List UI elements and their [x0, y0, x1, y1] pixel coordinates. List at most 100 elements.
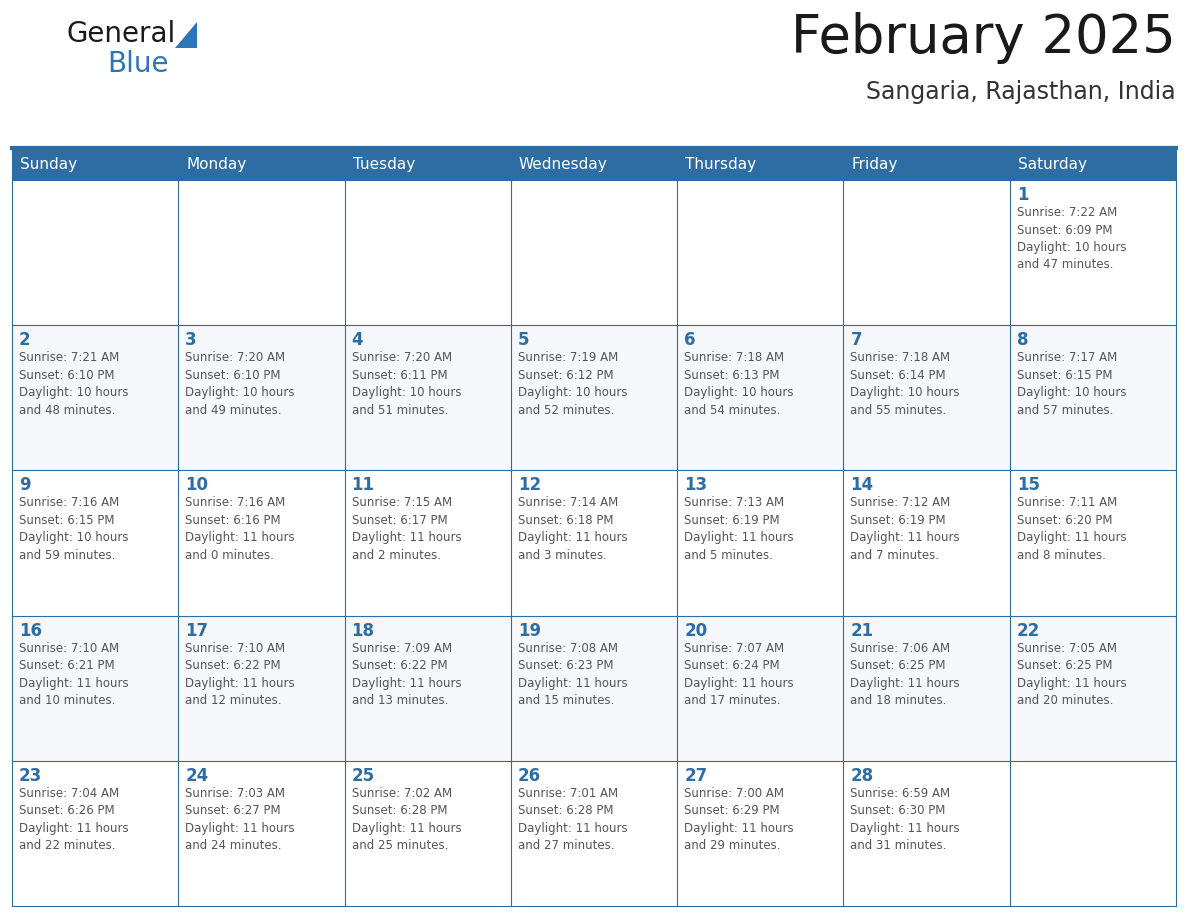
- Text: Sunrise: 7:16 AM
Sunset: 6:16 PM
Daylight: 11 hours
and 0 minutes.: Sunrise: 7:16 AM Sunset: 6:16 PM Dayligh…: [185, 497, 295, 562]
- Text: 16: 16: [19, 621, 42, 640]
- Bar: [511, 325, 677, 470]
- Text: Sunrise: 7:03 AM
Sunset: 6:27 PM
Daylight: 11 hours
and 24 minutes.: Sunrise: 7:03 AM Sunset: 6:27 PM Dayligh…: [185, 787, 295, 852]
- Bar: [677, 761, 843, 906]
- Text: 21: 21: [851, 621, 873, 640]
- Bar: [345, 470, 511, 616]
- Text: 18: 18: [352, 621, 374, 640]
- Text: 15: 15: [1017, 476, 1040, 495]
- Text: Sunrise: 7:13 AM
Sunset: 6:19 PM
Daylight: 11 hours
and 5 minutes.: Sunrise: 7:13 AM Sunset: 6:19 PM Dayligh…: [684, 497, 794, 562]
- Bar: [843, 470, 1010, 616]
- Text: 1: 1: [1017, 186, 1029, 204]
- Text: 20: 20: [684, 621, 707, 640]
- Text: 23: 23: [19, 767, 43, 785]
- Text: Sunrise: 7:09 AM
Sunset: 6:22 PM
Daylight: 11 hours
and 13 minutes.: Sunrise: 7:09 AM Sunset: 6:22 PM Dayligh…: [352, 642, 461, 707]
- Text: 9: 9: [19, 476, 31, 495]
- Text: Sunrise: 7:14 AM
Sunset: 6:18 PM
Daylight: 11 hours
and 3 minutes.: Sunrise: 7:14 AM Sunset: 6:18 PM Dayligh…: [518, 497, 627, 562]
- Bar: [843, 616, 1010, 761]
- Text: Friday: Friday: [852, 156, 898, 172]
- Text: Sunrise: 7:04 AM
Sunset: 6:26 PM
Daylight: 11 hours
and 22 minutes.: Sunrise: 7:04 AM Sunset: 6:26 PM Dayligh…: [19, 787, 128, 852]
- Bar: [345, 616, 511, 761]
- Text: Sunrise: 7:20 AM
Sunset: 6:10 PM
Daylight: 10 hours
and 49 minutes.: Sunrise: 7:20 AM Sunset: 6:10 PM Dayligh…: [185, 352, 295, 417]
- Text: Sunrise: 7:21 AM
Sunset: 6:10 PM
Daylight: 10 hours
and 48 minutes.: Sunrise: 7:21 AM Sunset: 6:10 PM Dayligh…: [19, 352, 128, 417]
- Bar: [12, 180, 178, 325]
- Text: 25: 25: [352, 767, 374, 785]
- Bar: [1010, 470, 1176, 616]
- Bar: [178, 761, 345, 906]
- Text: Sunrise: 7:15 AM
Sunset: 6:17 PM
Daylight: 11 hours
and 2 minutes.: Sunrise: 7:15 AM Sunset: 6:17 PM Dayligh…: [352, 497, 461, 562]
- Text: 17: 17: [185, 621, 208, 640]
- Bar: [1010, 616, 1176, 761]
- Text: Sunrise: 7:22 AM
Sunset: 6:09 PM
Daylight: 10 hours
and 47 minutes.: Sunrise: 7:22 AM Sunset: 6:09 PM Dayligh…: [1017, 206, 1126, 272]
- Text: Sunrise: 6:59 AM
Sunset: 6:30 PM
Daylight: 11 hours
and 31 minutes.: Sunrise: 6:59 AM Sunset: 6:30 PM Dayligh…: [851, 787, 960, 852]
- Bar: [511, 148, 677, 180]
- Text: 8: 8: [1017, 331, 1029, 349]
- Text: 28: 28: [851, 767, 873, 785]
- Text: Sunrise: 7:07 AM
Sunset: 6:24 PM
Daylight: 11 hours
and 17 minutes.: Sunrise: 7:07 AM Sunset: 6:24 PM Dayligh…: [684, 642, 794, 707]
- Text: Sangaria, Rajasthan, India: Sangaria, Rajasthan, India: [866, 80, 1176, 104]
- Bar: [677, 616, 843, 761]
- Text: Sunrise: 7:17 AM
Sunset: 6:15 PM
Daylight: 10 hours
and 57 minutes.: Sunrise: 7:17 AM Sunset: 6:15 PM Dayligh…: [1017, 352, 1126, 417]
- Bar: [12, 148, 178, 180]
- Text: General: General: [67, 20, 176, 48]
- Bar: [677, 325, 843, 470]
- Bar: [1010, 148, 1176, 180]
- Bar: [345, 761, 511, 906]
- Text: February 2025: February 2025: [791, 12, 1176, 64]
- Text: Saturday: Saturday: [1018, 156, 1087, 172]
- Bar: [178, 470, 345, 616]
- Text: 12: 12: [518, 476, 541, 495]
- Text: Sunrise: 7:05 AM
Sunset: 6:25 PM
Daylight: 11 hours
and 20 minutes.: Sunrise: 7:05 AM Sunset: 6:25 PM Dayligh…: [1017, 642, 1126, 707]
- Bar: [345, 148, 511, 180]
- Text: Sunrise: 7:16 AM
Sunset: 6:15 PM
Daylight: 10 hours
and 59 minutes.: Sunrise: 7:16 AM Sunset: 6:15 PM Dayligh…: [19, 497, 128, 562]
- Text: 24: 24: [185, 767, 209, 785]
- Bar: [843, 148, 1010, 180]
- Bar: [345, 180, 511, 325]
- Text: Sunrise: 7:12 AM
Sunset: 6:19 PM
Daylight: 11 hours
and 7 minutes.: Sunrise: 7:12 AM Sunset: 6:19 PM Dayligh…: [851, 497, 960, 562]
- Bar: [12, 325, 178, 470]
- Text: Sunrise: 7:18 AM
Sunset: 6:13 PM
Daylight: 10 hours
and 54 minutes.: Sunrise: 7:18 AM Sunset: 6:13 PM Dayligh…: [684, 352, 794, 417]
- Text: 4: 4: [352, 331, 364, 349]
- Bar: [178, 616, 345, 761]
- Text: Sunrise: 7:11 AM
Sunset: 6:20 PM
Daylight: 11 hours
and 8 minutes.: Sunrise: 7:11 AM Sunset: 6:20 PM Dayligh…: [1017, 497, 1126, 562]
- Text: 27: 27: [684, 767, 707, 785]
- Bar: [677, 180, 843, 325]
- Bar: [843, 180, 1010, 325]
- Bar: [511, 761, 677, 906]
- Text: Thursday: Thursday: [685, 156, 757, 172]
- Text: 2: 2: [19, 331, 31, 349]
- Text: 6: 6: [684, 331, 696, 349]
- Text: Blue: Blue: [107, 50, 169, 78]
- Bar: [511, 180, 677, 325]
- Text: Sunrise: 7:00 AM
Sunset: 6:29 PM
Daylight: 11 hours
and 29 minutes.: Sunrise: 7:00 AM Sunset: 6:29 PM Dayligh…: [684, 787, 794, 852]
- Text: Sunrise: 7:10 AM
Sunset: 6:22 PM
Daylight: 11 hours
and 12 minutes.: Sunrise: 7:10 AM Sunset: 6:22 PM Dayligh…: [185, 642, 295, 707]
- Bar: [178, 325, 345, 470]
- Bar: [843, 761, 1010, 906]
- Text: Sunrise: 7:18 AM
Sunset: 6:14 PM
Daylight: 10 hours
and 55 minutes.: Sunrise: 7:18 AM Sunset: 6:14 PM Dayligh…: [851, 352, 960, 417]
- Text: Wednesday: Wednesday: [519, 156, 607, 172]
- Bar: [12, 616, 178, 761]
- Polygon shape: [175, 22, 197, 48]
- Bar: [1010, 180, 1176, 325]
- Text: 7: 7: [851, 331, 862, 349]
- Text: Sunrise: 7:10 AM
Sunset: 6:21 PM
Daylight: 11 hours
and 10 minutes.: Sunrise: 7:10 AM Sunset: 6:21 PM Dayligh…: [19, 642, 128, 707]
- Bar: [345, 325, 511, 470]
- Text: 19: 19: [518, 621, 541, 640]
- Text: Sunrise: 7:19 AM
Sunset: 6:12 PM
Daylight: 10 hours
and 52 minutes.: Sunrise: 7:19 AM Sunset: 6:12 PM Dayligh…: [518, 352, 627, 417]
- Text: 14: 14: [851, 476, 873, 495]
- Bar: [1010, 325, 1176, 470]
- Text: Sunrise: 7:08 AM
Sunset: 6:23 PM
Daylight: 11 hours
and 15 minutes.: Sunrise: 7:08 AM Sunset: 6:23 PM Dayligh…: [518, 642, 627, 707]
- Text: Monday: Monday: [187, 156, 247, 172]
- Text: Sunrise: 7:02 AM
Sunset: 6:28 PM
Daylight: 11 hours
and 25 minutes.: Sunrise: 7:02 AM Sunset: 6:28 PM Dayligh…: [352, 787, 461, 852]
- Text: Tuesday: Tuesday: [353, 156, 415, 172]
- Bar: [178, 148, 345, 180]
- Text: 10: 10: [185, 476, 208, 495]
- Bar: [511, 616, 677, 761]
- Bar: [677, 470, 843, 616]
- Bar: [511, 470, 677, 616]
- Bar: [1010, 761, 1176, 906]
- Text: Sunday: Sunday: [20, 156, 77, 172]
- Text: 13: 13: [684, 476, 707, 495]
- Bar: [12, 761, 178, 906]
- Bar: [843, 325, 1010, 470]
- Bar: [677, 148, 843, 180]
